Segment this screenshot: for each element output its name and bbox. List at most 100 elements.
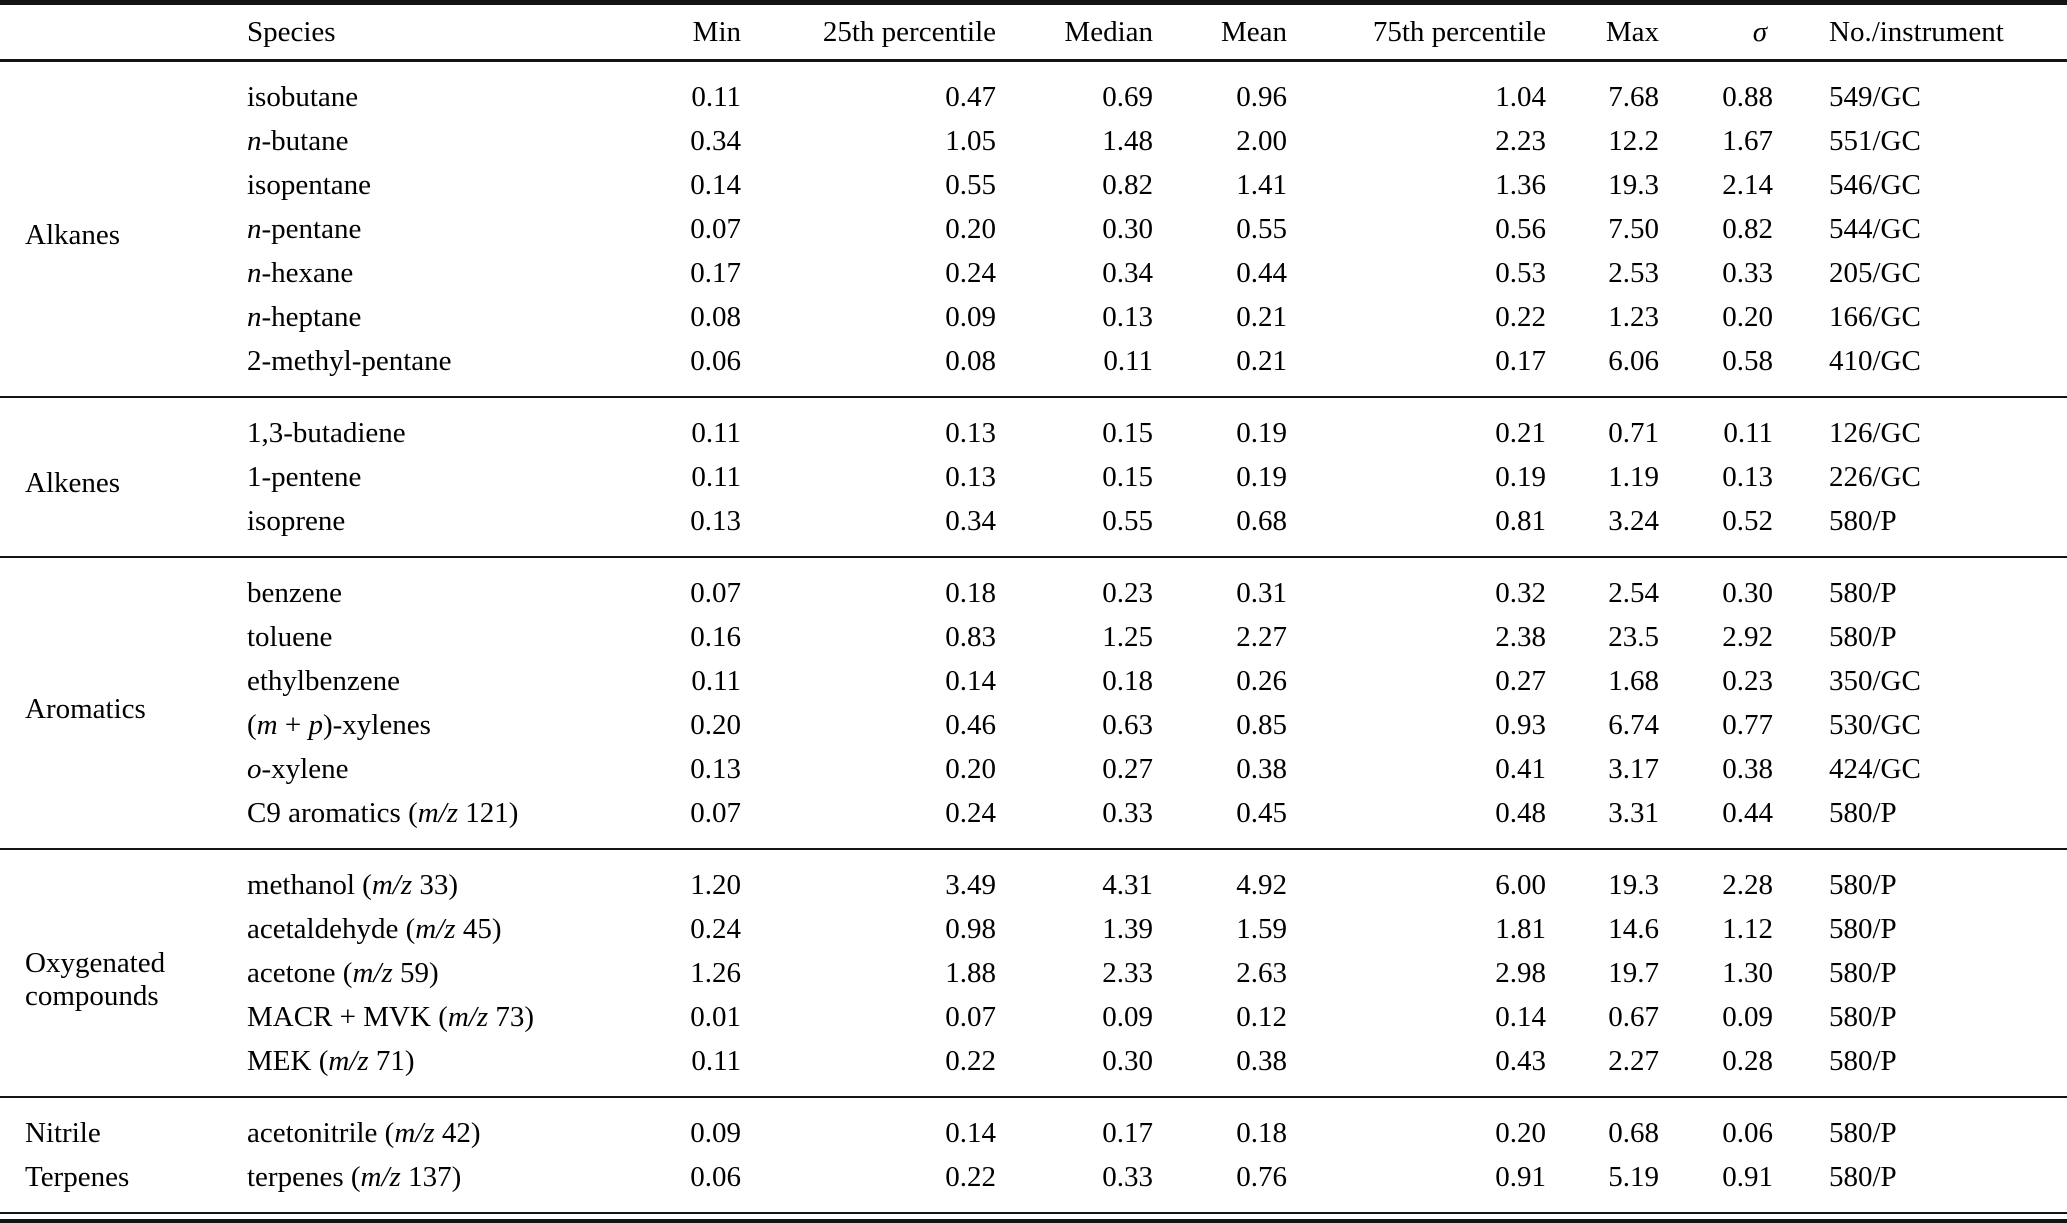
cell-min: 0.17 xyxy=(690,256,741,289)
cell-median: 0.23 xyxy=(1102,576,1153,609)
table-row: Alkanes isobutane 0.11 0.47 0.69 0.96 1.04 7.68… xyxy=(0,61,2067,252)
table-header: Species Min 25th percentile Median Mean … xyxy=(0,3,2067,61)
table-row: toluene 0.16 0.83 1.25 2.27 2.38 23.5 2.92 580/P xyxy=(0,615,2067,659)
cell-mean: 2.27 xyxy=(1236,620,1287,653)
table-row: isopentane 0.14 0.55 0.82 1.41 1.36 19.3 2.14 54… xyxy=(0,163,2067,207)
cell-min: 0.11 xyxy=(691,416,741,449)
cell-mean: 0.38 xyxy=(1236,1044,1287,1077)
cell-p25: 0.98 xyxy=(945,912,996,945)
cell-sigma: 2.92 xyxy=(1722,620,1773,653)
cell-mean: 0.44 xyxy=(1236,256,1287,289)
cell-min: 0.01 xyxy=(690,1000,741,1033)
cell-p75: 0.21 xyxy=(1495,416,1546,449)
cell-p75: 0.27 xyxy=(1495,664,1546,697)
table-row: Alkenes 1,3-butadiene 0.11 0.13 0.15 0.19 0.21… xyxy=(0,397,2067,500)
cell-p25: 0.20 xyxy=(945,212,996,245)
table-row: Aromatics benzene 0.07 0.18 0.23 0.31 0.32 2.54… xyxy=(0,557,2067,726)
table-row: n-pentane 0.07 0.20 0.30 0.55 0.56 7.50 0.82 544… xyxy=(0,207,2067,251)
cell-p25: 0.24 xyxy=(945,796,996,829)
cell-min: 0.11 xyxy=(691,664,741,697)
cell-max: 19.3 xyxy=(1608,168,1659,201)
cell-min: 0.09 xyxy=(690,1116,741,1149)
cell-count: 551/GC xyxy=(1829,124,1921,157)
cell-mean: 0.96 xyxy=(1236,80,1287,113)
species-cell: acetaldehyde (m/z 45) xyxy=(247,912,502,945)
cell-p75: 6.00 xyxy=(1495,868,1546,901)
cell-p25: 0.09 xyxy=(945,300,996,333)
column-header-min: Min xyxy=(692,15,741,48)
table-row: MEK (m/z 71) 0.11 0.22 0.30 0.38 0.43 2.27 0.28… xyxy=(0,1039,2067,1097)
cell-count: 580/P xyxy=(1829,1000,1897,1033)
cell-sigma: 1.12 xyxy=(1722,912,1773,945)
cell-p25: 3.49 xyxy=(945,868,996,901)
cell-sigma: 0.30 xyxy=(1722,576,1773,609)
cell-mean: 0.19 xyxy=(1236,460,1287,493)
species-cell: (m + p)-xylenes xyxy=(247,708,431,741)
cell-min: 0.16 xyxy=(690,620,741,653)
cell-min: 0.11 xyxy=(691,80,741,113)
cell-max: 19.7 xyxy=(1608,956,1659,989)
cell-median: 1.39 xyxy=(1102,912,1153,945)
cell-min: 0.20 xyxy=(690,708,741,741)
cell-median: 0.30 xyxy=(1102,1044,1153,1077)
table-section: Oxygenated compounds methanol (m/z 33) 1.2… xyxy=(0,849,2067,1097)
cell-min: 0.34 xyxy=(690,124,741,157)
cell-max: 3.31 xyxy=(1608,796,1659,829)
cell-median: 0.18 xyxy=(1102,664,1153,697)
cell-median: 0.15 xyxy=(1102,416,1153,449)
group-label: Alkanes xyxy=(25,219,121,251)
cell-count: 424/GC xyxy=(1829,752,1921,785)
cell-median: 0.82 xyxy=(1102,168,1153,201)
header-row: Species Min 25th percentile Median Mean … xyxy=(0,3,2067,61)
cell-median: 0.15 xyxy=(1102,460,1153,493)
cell-p75: 2.38 xyxy=(1495,620,1546,653)
cell-count: 580/P xyxy=(1829,956,1897,989)
cell-p75: 0.93 xyxy=(1495,708,1546,741)
cell-max: 6.06 xyxy=(1608,344,1659,377)
species-cell: isoprene xyxy=(247,504,346,537)
cell-max: 0.71 xyxy=(1608,416,1659,449)
cell-median: 0.55 xyxy=(1102,504,1153,537)
cell-mean: 0.21 xyxy=(1236,344,1287,377)
cell-count: 410/GC xyxy=(1829,344,1921,377)
table-row: ethylbenzene 0.11 0.14 0.18 0.26 0.27 1.68 0.23… xyxy=(0,659,2067,703)
table-section: Alkenes 1,3-butadiene 0.11 0.13 0.15 0.19 0.21… xyxy=(0,397,2067,557)
cell-max: 5.19 xyxy=(1608,1160,1659,1193)
cell-min: 0.07 xyxy=(690,796,741,829)
cell-p75: 1.04 xyxy=(1495,80,1546,113)
cell-mean: 0.55 xyxy=(1236,212,1287,245)
table-row: isoprene 0.13 0.34 0.55 0.68 0.81 3.24 0.52 580/… xyxy=(0,499,2067,557)
cell-max: 12.2 xyxy=(1608,124,1659,157)
cell-p25: 0.13 xyxy=(945,416,996,449)
cell-min: 1.26 xyxy=(690,956,741,989)
cell-p25: 1.88 xyxy=(945,956,996,989)
cell-max: 23.5 xyxy=(1608,620,1659,653)
column-header-75th-percentile: 75th percentile xyxy=(1372,15,1546,48)
cell-count: 580/P xyxy=(1829,912,1897,945)
cell-min: 0.13 xyxy=(690,752,741,785)
column-header-sigma: σ xyxy=(1752,15,1767,48)
cell-min: 0.11 xyxy=(691,460,741,493)
table-row: (m + p)-xylenes 0.20 0.46 0.63 0.85 0.93 6.74 0… xyxy=(0,703,2067,747)
cell-p25: 0.24 xyxy=(945,256,996,289)
cell-sigma: 0.23 xyxy=(1722,664,1773,697)
table-row: n-hexane 0.17 0.24 0.34 0.44 0.53 2.53 0.33 205/… xyxy=(0,251,2067,295)
cell-count: 580/P xyxy=(1829,576,1897,609)
cell-max: 3.17 xyxy=(1608,752,1659,785)
cell-p75: 0.14 xyxy=(1495,1000,1546,1033)
column-header-mean: Mean xyxy=(1220,15,1287,48)
cell-count: 580/P xyxy=(1829,868,1897,901)
cell-p75: 2.98 xyxy=(1495,956,1546,989)
cell-median: 0.27 xyxy=(1102,752,1153,785)
cell-min: 0.14 xyxy=(690,168,741,201)
cell-p75: 0.43 xyxy=(1495,1044,1546,1077)
cell-sigma: 0.52 xyxy=(1722,504,1773,537)
table-section: Alkanes isobutane 0.11 0.47 0.69 0.96 1.04 7.68… xyxy=(0,61,2067,397)
cell-p75: 1.81 xyxy=(1495,912,1546,945)
cell-median: 0.17 xyxy=(1102,1116,1153,1149)
species-cell: n-butane xyxy=(247,124,349,157)
species-cell: methanol (m/z 33) xyxy=(247,868,459,901)
species-cell: isopentane xyxy=(247,168,372,201)
table-section: Aromatics benzene 0.07 0.18 0.23 0.31 0.32 2.54… xyxy=(0,557,2067,849)
species-cell: acetone (m/z 59) xyxy=(247,956,439,989)
